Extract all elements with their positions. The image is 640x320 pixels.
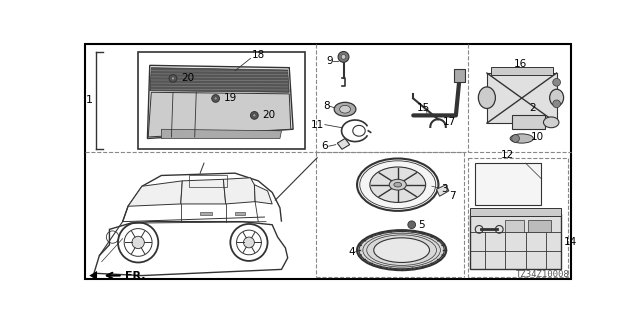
Ellipse shape (394, 182, 402, 187)
Polygon shape (436, 185, 449, 196)
Circle shape (511, 135, 520, 142)
Bar (189, 175, 227, 187)
Bar (235, 212, 245, 215)
Polygon shape (180, 179, 226, 204)
Text: TZ34Z10008: TZ34Z10008 (516, 270, 570, 279)
Circle shape (553, 100, 561, 108)
Text: 12: 12 (501, 150, 515, 160)
Ellipse shape (510, 134, 533, 143)
Polygon shape (148, 92, 291, 137)
Bar (487, 73, 557, 123)
Bar (200, 212, 212, 215)
Text: 11: 11 (311, 120, 324, 130)
Polygon shape (161, 129, 282, 139)
Circle shape (253, 114, 256, 117)
Bar (513, 116, 545, 129)
Circle shape (250, 112, 259, 119)
Circle shape (341, 55, 346, 59)
Circle shape (172, 77, 175, 80)
Bar (138, 52, 305, 148)
Text: 16: 16 (514, 59, 527, 69)
Bar (476, 163, 541, 205)
Text: 20: 20 (180, 73, 194, 84)
Ellipse shape (550, 89, 564, 106)
Polygon shape (337, 139, 349, 149)
Circle shape (169, 75, 177, 82)
Text: 1: 1 (86, 95, 93, 105)
Text: 4: 4 (348, 247, 355, 258)
Circle shape (408, 221, 415, 228)
Text: 2: 2 (529, 103, 536, 113)
Ellipse shape (357, 230, 446, 270)
Bar (491, 67, 553, 75)
Ellipse shape (334, 102, 356, 116)
Circle shape (132, 236, 145, 249)
Text: 14: 14 (564, 237, 577, 247)
Text: 10: 10 (531, 132, 544, 142)
Text: 15: 15 (417, 103, 430, 113)
Polygon shape (128, 181, 182, 206)
Text: FR.: FR. (125, 271, 145, 281)
Circle shape (244, 237, 254, 248)
Text: 7: 7 (449, 191, 455, 201)
Text: 6: 6 (321, 141, 328, 151)
Ellipse shape (357, 158, 438, 211)
Text: 3: 3 (441, 184, 447, 194)
Bar (505, 220, 524, 232)
Ellipse shape (389, 179, 406, 190)
Polygon shape (147, 65, 293, 139)
Bar (454, 69, 465, 82)
Ellipse shape (374, 238, 429, 262)
Text: 9: 9 (327, 57, 333, 67)
Circle shape (338, 52, 349, 62)
Ellipse shape (478, 87, 495, 108)
Circle shape (553, 78, 561, 86)
Bar (528, 220, 551, 232)
Bar (470, 214, 561, 269)
Polygon shape (150, 68, 289, 92)
Text: 5: 5 (418, 220, 424, 230)
Bar (470, 208, 561, 215)
Text: 19: 19 (223, 93, 237, 103)
Text: 8: 8 (323, 101, 330, 111)
Ellipse shape (370, 167, 426, 203)
Ellipse shape (543, 117, 559, 128)
Text: 17: 17 (443, 116, 456, 126)
Ellipse shape (340, 105, 351, 113)
Polygon shape (90, 271, 97, 280)
Circle shape (214, 97, 217, 100)
Polygon shape (254, 185, 272, 204)
Polygon shape (223, 178, 255, 204)
Circle shape (212, 95, 220, 102)
Text: 18: 18 (252, 50, 266, 60)
Bar (467, 158, 568, 277)
Text: 20: 20 (262, 110, 275, 120)
